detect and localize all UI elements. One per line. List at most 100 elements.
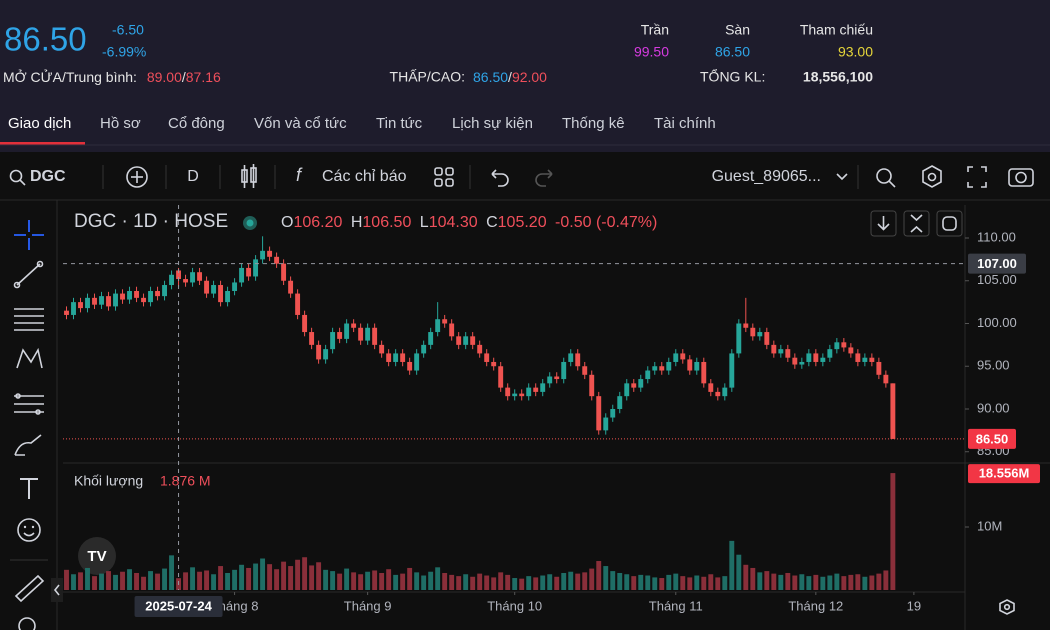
volume-bar: [645, 575, 651, 590]
tab[interactable]: Vốn và cổ tức: [254, 115, 347, 132]
volume-bar: [85, 567, 90, 590]
volume-bar: [771, 573, 777, 590]
volume-tick-label: 10M: [977, 518, 1002, 533]
emoji-tool[interactable]: [17, 518, 41, 542]
brush-tool[interactable]: [14, 434, 42, 456]
volume-bar: [575, 573, 581, 590]
fullscreen-button[interactable]: [967, 166, 987, 188]
interval[interactable]: D: [187, 168, 199, 185]
volume-bar: [869, 575, 875, 590]
volume-bar: [512, 578, 518, 590]
volume-bar: [491, 577, 497, 590]
candle-body: [295, 293, 301, 315]
volume-bar: [218, 566, 224, 590]
o-label: O: [281, 214, 293, 231]
candle-body: [120, 293, 125, 300]
x-tick-label: Tháng 10: [487, 598, 542, 613]
candle-body: [750, 327, 756, 337]
tabs: Giao dịch Hồ sơ Cổ đông Vốn và cổ tức Tin tứ…: [8, 115, 716, 132]
candle-body: [869, 357, 875, 362]
fib-tool[interactable]: [14, 308, 44, 331]
tab[interactable]: Tin tức: [376, 115, 423, 132]
volume-bar: [841, 576, 847, 590]
volume-bar: [106, 571, 111, 590]
candle-body: [246, 267, 252, 277]
fx-icon: f: [296, 165, 303, 185]
screenshot-button[interactable]: [1008, 168, 1034, 187]
volume-bar: [190, 567, 196, 590]
candle-body: [715, 391, 721, 397]
indicators-button[interactable]: f Các chỉ báo: [296, 165, 407, 185]
tab[interactable]: Cổ đông: [168, 115, 225, 132]
volume-bar: [855, 574, 861, 590]
layouts-button[interactable]: [434, 167, 454, 187]
volume-tag-label: 18.556M: [979, 466, 1030, 481]
sep: /: [182, 69, 186, 85]
candle-body: [533, 387, 539, 392]
sep: /: [508, 69, 512, 85]
pane-maximize-button[interactable]: [936, 210, 963, 237]
volume-bar: [281, 561, 287, 590]
pattern-tool[interactable]: [16, 347, 43, 369]
quick-search-button[interactable]: [876, 168, 896, 188]
candle-body: [316, 344, 322, 360]
candle-body: [666, 361, 672, 371]
volume-bar: [666, 574, 672, 590]
tab[interactable]: Lịch sự kiện: [452, 115, 533, 132]
candle-body: [575, 353, 581, 367]
volume-bar: [617, 572, 623, 590]
settings-button[interactable]: [922, 165, 942, 188]
volume-bar: [806, 576, 812, 590]
candle-body: [148, 291, 153, 303]
projection-tool[interactable]: [14, 393, 44, 415]
candle-body: [820, 357, 826, 362]
candle-body: [414, 353, 420, 371]
volume-bar: [792, 575, 798, 590]
pane-collapse-button[interactable]: [903, 210, 930, 237]
collapse-sidebar[interactable]: [51, 578, 63, 602]
tab[interactable]: Thống kê: [562, 115, 625, 132]
candle-body: [512, 393, 518, 397]
candle-body: [204, 280, 210, 294]
active-tab-underline: [0, 142, 85, 145]
volume-bar: [449, 574, 455, 590]
tab[interactable]: Tài chính: [654, 115, 716, 132]
volume-bar: [155, 573, 160, 590]
volume-bar: [225, 572, 231, 590]
volume-bar: [232, 569, 238, 590]
volume-bar: [673, 573, 679, 590]
volume-bar: [876, 573, 882, 590]
compare-button[interactable]: [126, 166, 148, 188]
low: 86.50: [473, 69, 508, 85]
trendline-tool[interactable]: [13, 260, 44, 289]
time-axis-settings[interactable]: [999, 599, 1015, 615]
x-tick-label: 19: [907, 598, 921, 613]
candle-body: [400, 353, 406, 362]
chart-type-button[interactable]: [241, 164, 257, 188]
volume-bar: [92, 576, 97, 590]
low-high-label: THẤP/CAO:: [390, 69, 465, 85]
volume-bar: [834, 573, 840, 590]
crosshair-tool[interactable]: [14, 220, 44, 250]
tab[interactable]: Giao dịch: [8, 115, 71, 132]
user-menu[interactable]: Guest_89065...: [712, 168, 848, 185]
candle-body: [799, 361, 805, 365]
zoom-tool[interactable]: [18, 617, 36, 630]
volume-bar: [267, 564, 273, 590]
candle-body: [267, 250, 273, 257]
candle-body: [442, 319, 448, 324]
symbol-search[interactable]: DGC: [9, 168, 67, 186]
plot: 85.0090.0095.00100.00105.00110.0010MThán…: [63, 205, 1040, 617]
text-tool[interactable]: [20, 478, 38, 499]
redo-button[interactable]: [535, 169, 553, 187]
candle-body: [624, 383, 630, 397]
candle-body: [113, 293, 118, 307]
tab[interactable]: Hồ sơ: [100, 115, 141, 132]
undo-button[interactable]: [491, 169, 509, 187]
candle-body: [568, 353, 574, 362]
measure-tool[interactable]: [14, 574, 45, 603]
volume-bar: [414, 572, 420, 590]
candle-body: [687, 359, 693, 371]
pane-down-button[interactable]: [870, 210, 897, 237]
candle-body: [106, 296, 111, 307]
